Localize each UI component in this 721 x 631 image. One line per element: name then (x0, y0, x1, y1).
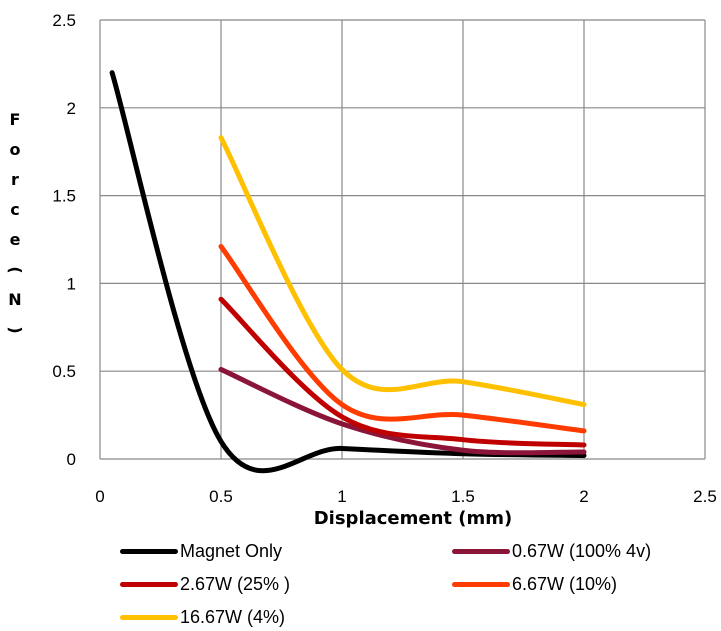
legend-item-16-67w-4: 16.67W (4%) (120, 604, 285, 630)
x-tick-label: 2 (579, 487, 588, 506)
tick-labels: 0 0.5 1 1.5 2 2.5 0 0.5 1 1.5 2 2.5 (52, 11, 716, 506)
grid-lines (99, 19, 706, 460)
legend-swatch (452, 581, 510, 587)
legend-item-6-67w-10: 6.67W (10%) (452, 571, 617, 597)
series-line-16-67w-4 (218, 135, 587, 408)
series-line-6-67w-10 (218, 244, 587, 434)
legend-label: Magnet Only (180, 540, 283, 561)
legend-label: 2.67W (25% ) (180, 573, 291, 594)
legend-swatch (452, 548, 510, 554)
y-tick-label: 2 (67, 99, 76, 118)
series-line-2-67w-25 (218, 296, 587, 448)
y-tick-label: 1 (67, 274, 76, 293)
y-tick-label: 1.5 (52, 187, 76, 206)
x-axis-label: Displacement (mm) (314, 508, 513, 529)
series-lines (109, 70, 587, 474)
y-tick-label: 2.5 (52, 11, 76, 30)
legend-swatch (120, 581, 178, 587)
legend-item-2-67w-25: 2.67W (25% ) (120, 571, 290, 597)
x-tick-label: 1.5 (451, 487, 475, 506)
legend-swatch (120, 548, 178, 554)
x-tick-label: 0 (95, 487, 104, 506)
x-tick-label: 2.5 (693, 487, 717, 506)
x-tick-label: 0.5 (209, 487, 233, 506)
series-line-0-67w-100-4v (218, 366, 587, 456)
legend-label: 6.67W (10%) (512, 573, 618, 594)
legend-item-magnet-only: Magnet Only (120, 538, 282, 564)
x-tick-label: 1 (337, 487, 346, 506)
legend-label: 16.67W (4%) (180, 606, 286, 627)
y-tick-label: 0 (67, 450, 76, 469)
y-tick-label: 0.5 (52, 362, 76, 381)
legend-swatch (120, 614, 178, 620)
legend-item-0-67w-100-4v: 0.67W (100% 4v) (452, 538, 651, 564)
legend-label: 0.67W (100% 4v) (512, 540, 652, 561)
